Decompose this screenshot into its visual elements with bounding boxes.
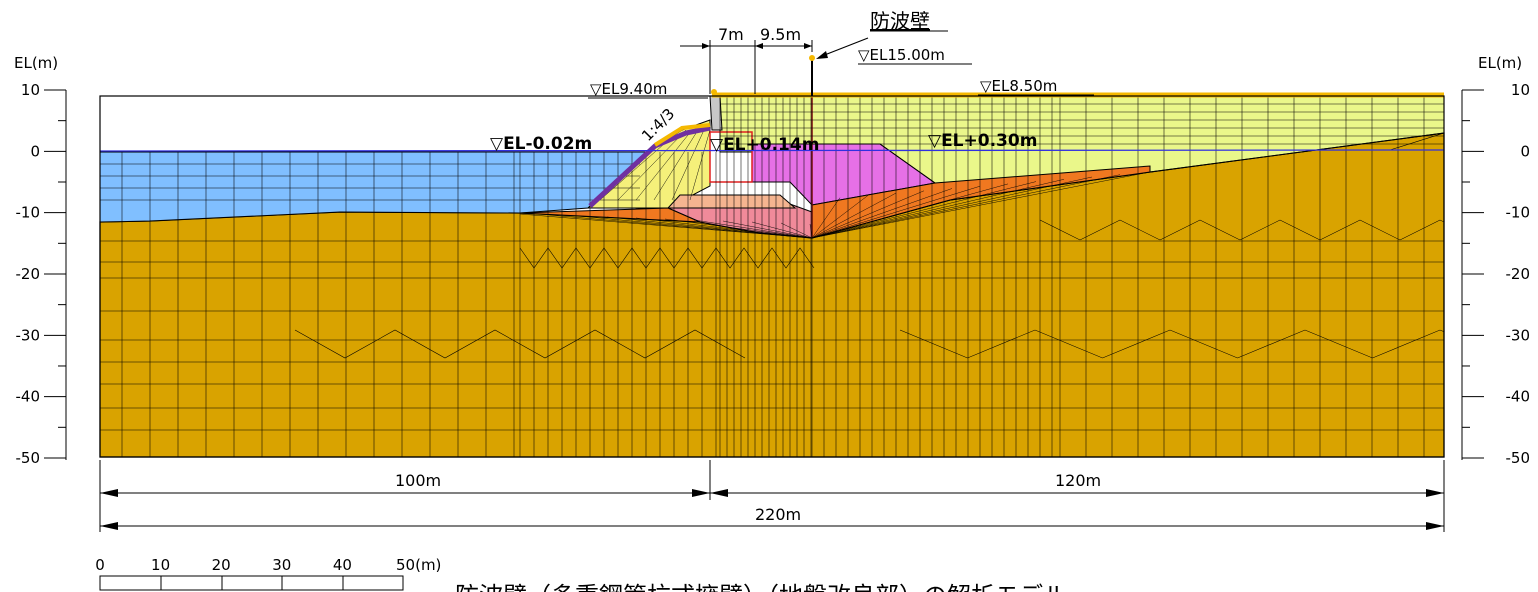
left-tick-label: -30 bbox=[16, 326, 41, 344]
waterline bbox=[99, 149, 1445, 152]
right-tick-label: -40 bbox=[1506, 388, 1531, 406]
dim-9-5m-label: 9.5m bbox=[760, 25, 801, 44]
el-crest-label: ▽EL9.40m bbox=[590, 80, 667, 98]
scale-tick-label: 0 bbox=[95, 556, 105, 574]
model-outline bbox=[99, 95, 1445, 458]
wl-sea-label: ▽EL-0.02m bbox=[490, 134, 592, 154]
left-tick-labels: 10 0 -10 -20 -30 -40 -50 bbox=[16, 81, 41, 467]
dim-120m-label: 120m bbox=[1055, 471, 1101, 490]
mesh-grid bbox=[100, 96, 1444, 457]
scale-tick-label: 10 bbox=[151, 556, 170, 574]
right-tick-labels: 10 0 -10 -20 -30 -40 -50 bbox=[1506, 81, 1531, 467]
scale-tick-label: 20 bbox=[212, 556, 231, 574]
armor-layer bbox=[588, 125, 711, 208]
scale-tick-label: 40 bbox=[333, 556, 352, 574]
right-axis-title: EL(m) bbox=[1478, 54, 1522, 72]
rubble-zone bbox=[666, 194, 797, 209]
wl-mid-label: ▽EL+0.14m bbox=[710, 135, 819, 155]
right-tick-label: 0 bbox=[1520, 142, 1530, 160]
wl-land-label: ▽EL+0.30m bbox=[928, 131, 1037, 151]
bottom-dimensions bbox=[99, 460, 1445, 532]
left-tick-label: -50 bbox=[16, 449, 41, 467]
el-ground-label: ▽EL8.50m bbox=[980, 77, 1057, 95]
top-dimensions bbox=[680, 40, 813, 94]
figure-caption: 防波壁（多重鋼管杭式擁壁）（地盤改良部）の解析モデル bbox=[455, 582, 1067, 592]
left-axis-title: EL(m) bbox=[14, 54, 58, 72]
right-axis bbox=[1461, 89, 1484, 460]
wall-title: 防波壁 bbox=[870, 9, 930, 33]
left-tick-label: -10 bbox=[16, 204, 41, 222]
right-tick-label: -10 bbox=[1506, 204, 1531, 222]
left-tick-label: 0 bbox=[30, 142, 40, 160]
el-wall-top-label: ▽EL15.00m bbox=[858, 46, 945, 64]
dim-100m-label: 100m bbox=[395, 471, 441, 490]
crest-pavement bbox=[653, 123, 711, 147]
right-tick-label: -20 bbox=[1506, 265, 1531, 283]
wall-marker bbox=[711, 37, 869, 96]
left-tick-label: -40 bbox=[16, 388, 41, 406]
right-tick-label: -50 bbox=[1506, 449, 1531, 467]
scale-bar bbox=[99, 575, 404, 591]
steel-pile-frame bbox=[709, 131, 753, 183]
left-tick-label: -20 bbox=[16, 265, 41, 283]
scale-unit-label: 50(m) bbox=[396, 556, 441, 574]
right-tick-label: -30 bbox=[1506, 326, 1531, 344]
dim-220m-label: 220m bbox=[755, 505, 801, 524]
dim-7m-label: 7m bbox=[718, 25, 744, 44]
right-tick-label: 10 bbox=[1511, 81, 1530, 99]
scale-tick-label: 30 bbox=[272, 556, 291, 574]
scale-tick-labels: 0 10 20 30 40 bbox=[95, 556, 352, 574]
left-tick-label: 10 bbox=[21, 81, 40, 99]
model-region bbox=[99, 92, 1445, 458]
left-axis bbox=[44, 89, 67, 460]
